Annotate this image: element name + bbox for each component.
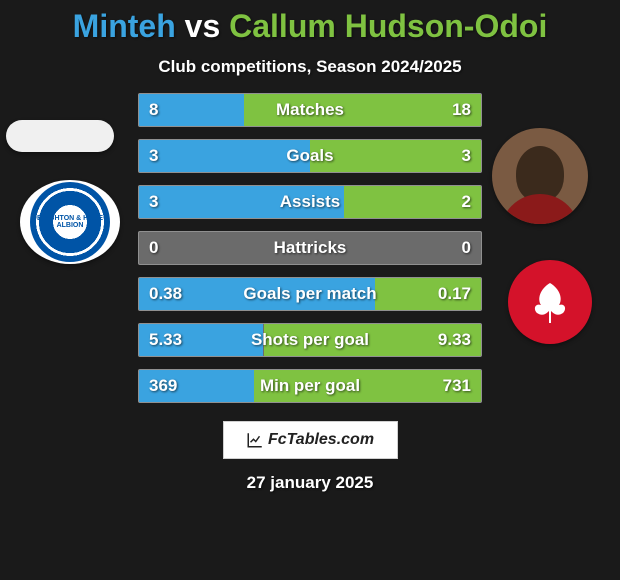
subtitle: Club competitions, Season 2024/2025	[0, 57, 620, 77]
stat-label: Goals per match	[243, 284, 376, 304]
player1-name: Minteh	[73, 8, 176, 44]
stat-row: 369 731 Min per goal	[138, 369, 482, 403]
date-text: 27 january 2025	[0, 473, 620, 493]
player2-club-badge	[508, 260, 592, 344]
stat-value-right: 731	[443, 376, 471, 396]
comparison-card: Minteh vs Callum Hudson-Odoi Club compet…	[0, 0, 620, 580]
stat-value-right: 3	[462, 146, 471, 166]
stat-value-left: 0.38	[149, 284, 182, 304]
brighton-badge-icon: BRIGHTON & HOVEALBION	[30, 182, 110, 262]
bar-right	[310, 140, 481, 172]
player1-club-badge: BRIGHTON & HOVEALBION	[20, 180, 120, 264]
stat-label: Goals	[286, 146, 333, 166]
stat-row: 3 3 Goals	[138, 139, 482, 173]
stat-row: 5.33 9.33 Shots per goal	[138, 323, 482, 357]
title-vs: vs	[185, 8, 221, 44]
stat-row: 0.38 0.17 Goals per match	[138, 277, 482, 311]
stat-row: 3 2 Assists	[138, 185, 482, 219]
bar-left	[139, 140, 310, 172]
stat-value-left: 3	[149, 192, 158, 212]
player2-name: Callum Hudson-Odoi	[229, 8, 547, 44]
stat-label: Assists	[280, 192, 340, 212]
stat-value-left: 8	[149, 100, 158, 120]
stat-label: Hattricks	[274, 238, 347, 258]
stat-value-right: 0	[462, 238, 471, 258]
stat-value-right: 2	[462, 192, 471, 212]
stat-row: 8 18 Matches	[138, 93, 482, 127]
branding-text: FcTables.com	[268, 431, 374, 449]
stat-value-left: 5.33	[149, 330, 182, 350]
stat-row: 0 0 Hattricks	[138, 231, 482, 265]
forest-tree-icon	[525, 277, 575, 327]
stat-label: Matches	[276, 100, 344, 120]
stats-list: 8 18 Matches 3 3 Goals 3 2 Assists 0 0 Hattricks 0.3…	[138, 93, 482, 403]
player2-avatar	[492, 128, 588, 224]
chart-icon	[246, 431, 264, 449]
bar-right	[344, 186, 481, 218]
stat-label: Shots per goal	[251, 330, 369, 350]
stat-label: Min per goal	[260, 376, 360, 396]
stat-value-left: 3	[149, 146, 158, 166]
page-title: Minteh vs Callum Hudson-Odoi	[0, 8, 620, 45]
stat-value-left: 369	[149, 376, 177, 396]
stat-value-right: 18	[452, 100, 471, 120]
stat-value-right: 9.33	[438, 330, 471, 350]
player1-avatar	[6, 120, 114, 152]
stat-value-left: 0	[149, 238, 158, 258]
stat-value-right: 0.17	[438, 284, 471, 304]
branding-badge: FcTables.com	[223, 421, 398, 459]
